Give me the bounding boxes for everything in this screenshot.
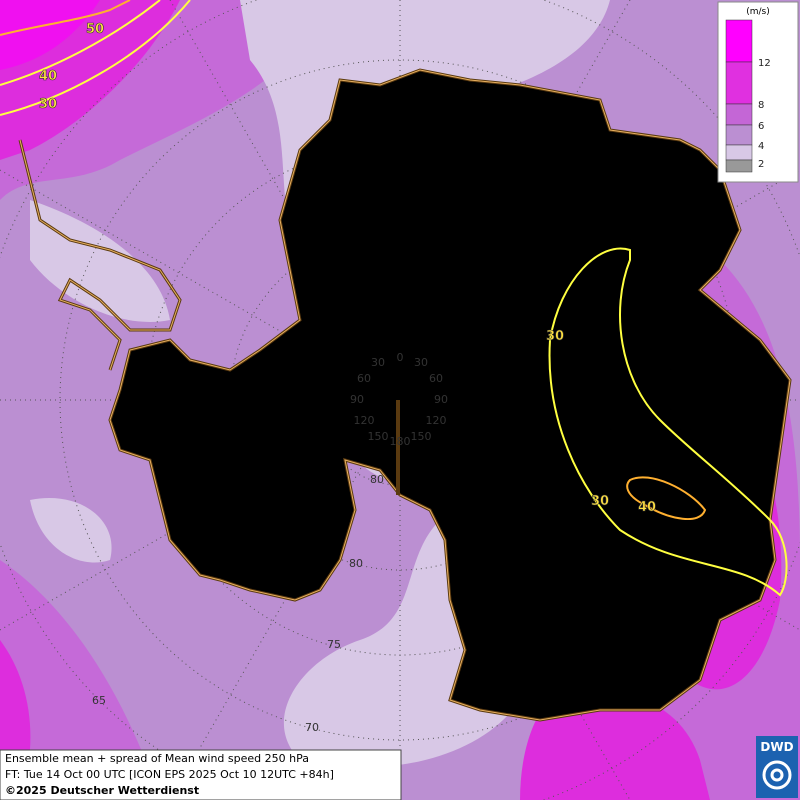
legend-swatch: [725, 103, 753, 126]
contours: [0, 0, 788, 597]
logo-icon: [762, 760, 792, 790]
caption: Ensemble mean + spread of Mean wind spee…: [0, 749, 402, 801]
contour-40: [626, 476, 707, 521]
legend-unit: (m/s): [746, 7, 770, 17]
latitude-label: 70: [305, 721, 319, 734]
legend-label: 2: [758, 159, 764, 170]
contour-50: [0, 0, 131, 36]
caption-line: FT: Tue 14 Oct 00 UTC [ICON EPS 2025 Oct…: [5, 768, 334, 781]
legend-labels: 12 8 6 4 2: [758, 58, 771, 170]
legend-swatch: [725, 19, 753, 63]
legend-swatch: [725, 144, 753, 161]
legend-swatch: [725, 124, 753, 146]
latitude-label: 80: [370, 473, 384, 486]
field-region: [30, 498, 112, 563]
logo: DWD: [756, 736, 798, 798]
contour-label: 30: [39, 97, 57, 112]
legend-label: 12: [758, 58, 771, 69]
contour-label: 40: [39, 69, 57, 84]
contour-label: 40: [638, 500, 656, 515]
contour-label: 50: [86, 22, 104, 37]
legend-swatch: [725, 159, 753, 173]
peninsula-coast: [19, 139, 181, 371]
caption-box: [0, 749, 402, 801]
latitude-label: 65: [92, 694, 106, 707]
logo-text: DWD: [760, 740, 793, 754]
latitude-label: 80: [349, 557, 363, 570]
contour-label: 30: [546, 329, 564, 344]
longitude-label: 180: [390, 435, 411, 448]
logo-icon: [770, 768, 784, 782]
contour-30: [548, 247, 788, 597]
contour-30: [0, 0, 191, 116]
legend-label: 6: [758, 121, 764, 132]
longitude-label: 150: [368, 430, 389, 443]
longitude-label: 90: [434, 393, 448, 406]
longitude-label: 120: [354, 414, 375, 427]
longitude-label: 90: [350, 393, 364, 406]
latitude-label: 75: [327, 638, 341, 651]
contour-40: [0, 0, 161, 86]
longitude-label: 30: [414, 356, 428, 369]
legend-label: 8: [758, 100, 764, 111]
legend: (m/s) 12 8 6 4 2: [717, 1, 799, 183]
caption-line: Ensemble mean + spread of Mean wind spee…: [5, 752, 309, 765]
caption-line: ©2025 Deutscher Wetterdienst: [5, 784, 199, 797]
field-region: [520, 692, 710, 800]
field-region: [0, 0, 100, 70]
contour-label: 30: [591, 494, 609, 509]
longitude-label: 60: [429, 372, 443, 385]
legend-label: 4: [758, 141, 764, 152]
coastline: [18, 68, 792, 722]
longitude-label: 30: [371, 356, 385, 369]
legend-swatch: [725, 61, 753, 105]
longitude-label: 60: [357, 372, 371, 385]
longitude-label: 0: [397, 351, 404, 364]
longitude-label: 120: [426, 414, 447, 427]
field-region: [0, 560, 160, 800]
longitude-label: 150: [411, 430, 432, 443]
